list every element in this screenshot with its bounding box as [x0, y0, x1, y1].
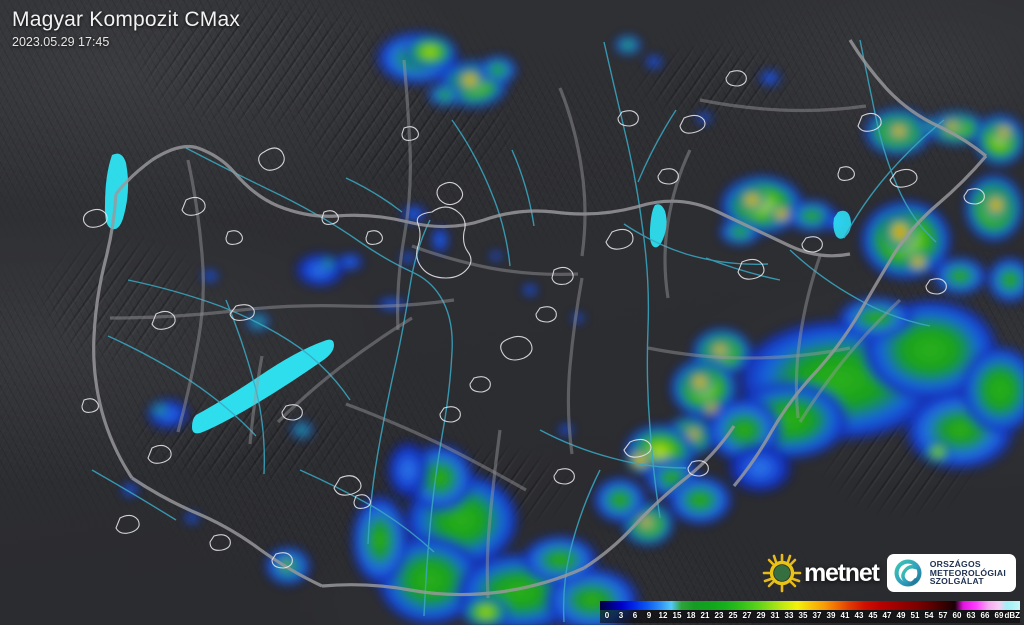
legend-tick-57: 57 — [938, 611, 948, 620]
timestamp-label: 2023.05.29 17:45 — [12, 35, 110, 49]
legend-tick-23: 23 — [714, 611, 724, 620]
legend-tick-3: 3 — [618, 611, 624, 620]
legend-tick-66: 66 — [980, 611, 990, 620]
legend-tick-47: 47 — [882, 611, 892, 620]
legend-tick-18: 18 — [686, 611, 696, 620]
legend-tick-43: 43 — [854, 611, 864, 620]
legend-tick-29: 29 — [756, 611, 766, 620]
legend-tick-54: 54 — [924, 611, 934, 620]
legend-tick-41: 41 — [840, 611, 850, 620]
legend-tick-33: 33 — [784, 611, 794, 620]
dbz-color-scale[interactable]: 0 3 6 9 12 15 18 21 23 25 27 29 31 33 35 37 39 41 43 45 47 49… — [600, 601, 1020, 623]
rivers-layer — [91, 39, 945, 623]
omsz-logo[interactable]: ORSZÁGOS METEOROLÓGIAI SZOLGÁLAT — [886, 554, 1016, 592]
admin-borders-layer — [92, 39, 988, 599]
logo-bar: metnet ORSZÁGOS METEOROLÓGIAI SZOLGÁLAT — [762, 553, 1016, 593]
legend-tick-15: 15 — [672, 611, 682, 620]
legend-tick-12: 12 — [658, 611, 668, 620]
settlements-layer — [81, 70, 985, 569]
legend-tick-0: 0 — [604, 611, 610, 620]
legend-tick-39: 39 — [826, 611, 836, 620]
metnet-wordmark: metnet — [803, 558, 880, 587]
omsz-line-3: SZOLGÁLAT — [929, 576, 984, 587]
legend-tick-6: 6 — [632, 611, 638, 620]
legend-tick-37: 37 — [812, 611, 822, 620]
legend-tick-45: 45 — [868, 611, 878, 620]
legend-tick-21: 21 — [700, 611, 710, 620]
legend-tick-69: 69 — [994, 611, 1004, 620]
legend-tick-49: 49 — [896, 611, 906, 620]
legend-unit-label: dBZ — [1004, 611, 1021, 620]
omsz-wordmark: ORSZÁGOS METEOROLÓGIAI SZOLGÁLAT — [929, 558, 1006, 587]
title-block: Magyar Kompozit CMax 2023.05.29 17:45 — [12, 8, 240, 49]
legend-tick-60: 60 — [952, 611, 962, 620]
page-title: Magyar Kompozit CMax — [12, 8, 241, 31]
color-scale-bar — [600, 601, 1020, 610]
legend-tick-35: 35 — [798, 611, 808, 620]
omsz-line-2: METEOROLÓGIAI — [929, 567, 1006, 578]
color-scale-ticks: 0 3 6 9 12 15 18 21 23 25 27 29 31 33 35 37 39 41 43 45 47 49… — [600, 610, 1020, 623]
metnet-logo[interactable]: metnet — [762, 553, 880, 593]
sun-icon — [762, 553, 802, 593]
legend-tick-63: 63 — [966, 611, 976, 620]
legend-tick-25: 25 — [728, 611, 738, 620]
legend-tick-51: 51 — [910, 611, 920, 620]
legend-tick-27: 27 — [742, 611, 752, 620]
legend-tick-9: 9 — [646, 611, 652, 620]
swirl-icon — [894, 559, 922, 587]
omsz-line-1: ORSZÁGOS — [929, 558, 981, 569]
legend-tick-31: 31 — [770, 611, 780, 620]
